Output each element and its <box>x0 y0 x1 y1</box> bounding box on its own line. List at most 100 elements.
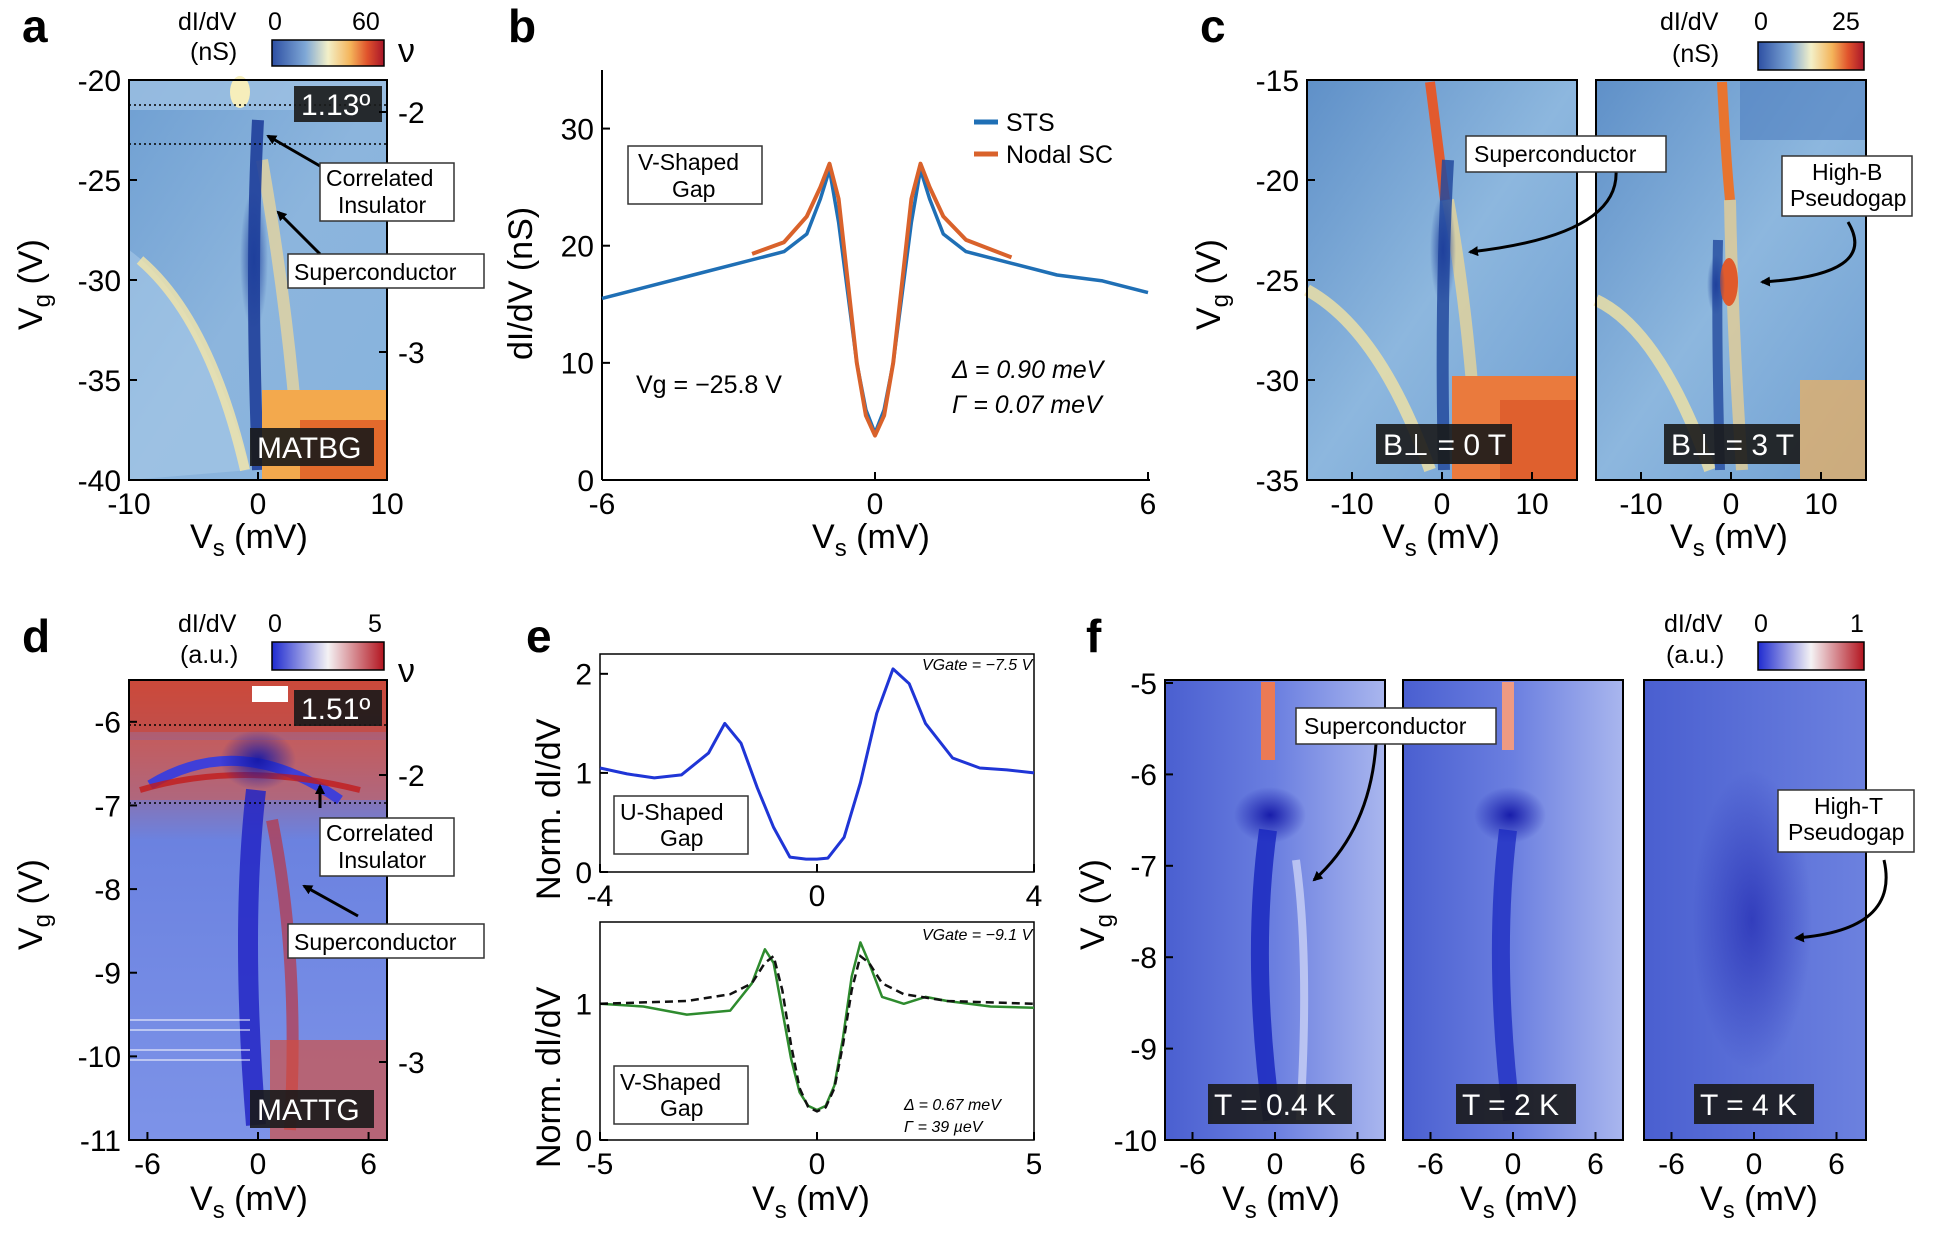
panel-a-x-tick-label: 10 <box>370 488 403 521</box>
panel-e-bottom-yticks: 01 <box>575 989 608 1158</box>
panel-e-delta: Δ = 0.67 meV <box>903 1097 1002 1114</box>
panel-a-y-tick-label: -40 <box>78 465 121 498</box>
panel-f-x-tick-label: 6 <box>1587 1148 1604 1181</box>
panel-a-ci-line2: Insulator <box>338 192 427 218</box>
panel-e-bottom-ylabel: Norm. dI/dV <box>530 986 568 1168</box>
panel-d-label: d <box>22 610 50 662</box>
panel-f-xlabel-4K: Vs (mV) <box>1700 1180 1818 1224</box>
panel-c-yticks: -15 -20 -25 -30 -35 <box>1256 65 1315 498</box>
panel-b-legend: STS Nodal SC <box>974 109 1113 169</box>
panel-a-sc-label: Superconductor <box>294 259 457 285</box>
panel-d-cbar-max: 5 <box>368 610 382 638</box>
panel-f-t1: T = 0.4 K <box>1214 1089 1336 1122</box>
panel-f-sc-label: Superconductor <box>1304 713 1467 739</box>
panel-a: a dI/dV (nS) 0 60 ν 1.13º MATBG <box>12 0 485 562</box>
panel-a-colorbar: dI/dV (nS) 0 60 ν <box>178 8 415 70</box>
panel-e-top-yticks: 0 1 2 <box>575 659 608 890</box>
panel-a-ci-line1: Correlated <box>326 165 433 191</box>
panel-e-top-xticks: -4 0 4 <box>587 864 1043 913</box>
panel-d-sample: MATTG <box>257 1094 360 1127</box>
panel-d-cbar-min: 0 <box>268 610 282 638</box>
panel-e-bottom-frame <box>599 921 1035 1141</box>
panel-e-bottom-fit-curve <box>599 953 1035 1113</box>
panel-d-heatmap <box>128 679 388 1141</box>
panel-b-legend-sts: STS <box>1006 109 1055 137</box>
panel-d-nu-label: ν <box>398 652 415 690</box>
panel-d-nuticks: -2 -3 <box>379 760 425 1080</box>
panel-d-sc-label: Superconductor <box>294 929 457 955</box>
panel-a-y-tick-label: -25 <box>78 165 121 198</box>
panel-e-v-line2: Gap <box>660 1095 703 1121</box>
panel-c: c dI/dV (nS) 0 25 <box>1190 0 1913 562</box>
panel-e-top-y-tick-label: 2 <box>575 659 592 692</box>
panel-f-cbar-title1: dI/dV <box>1664 610 1723 638</box>
panel-e-label: e <box>526 610 552 662</box>
panel-b-xticks: -6 0 6 <box>589 472 1156 521</box>
panel-a-x-tick-label: -10 <box>107 488 150 521</box>
panel-b-delta: Δ = 0.90 meV <box>951 356 1106 384</box>
panel-a-x-tick-label: 0 <box>250 488 267 521</box>
panel-b-y-tick-label: 20 <box>561 231 594 264</box>
panel-d-y-tick-label: -10 <box>78 1041 121 1074</box>
panel-f-x-tick-label: 6 <box>1349 1148 1366 1181</box>
panel-f-y-tick-label: -8 <box>1130 942 1157 975</box>
panel-f-y-tick-label: -7 <box>1130 851 1157 884</box>
panel-d-y-tick-label: -6 <box>94 707 121 740</box>
panel-e-top-y-tick-label: 0 <box>575 857 592 890</box>
panel-c-x-tick-label: 10 <box>1804 488 1837 521</box>
panel-d-angle: 1.51º <box>301 693 370 726</box>
panel-d-cbar-title2: (a.u.) <box>180 641 238 669</box>
panel-c-cbar-min: 0 <box>1754 8 1768 36</box>
panel-f-map-4K <box>1643 679 1867 1141</box>
panel-d: d dI/dV (a.u.) 0 5 ν <box>12 610 485 1224</box>
panel-f-x-tick-label: 0 <box>1267 1148 1284 1181</box>
panel-b-vg: Vg = −25.8 V <box>636 371 782 399</box>
panel-c-y-tick-label: -25 <box>1256 265 1299 298</box>
panel-a-ylabel: Vg (V) <box>12 239 56 330</box>
panel-f-xticks: -6 0 6 -6 0 6 -6 0 6 <box>1179 1132 1845 1181</box>
panel-a-annotation-ci: Correlated Insulator <box>266 134 455 222</box>
panel-a-y-tick-label: -35 <box>78 365 121 398</box>
panel-e-top-x-tick-label: 0 <box>809 880 826 913</box>
panel-c-xticks: -10 0 10 -10 0 10 <box>1330 472 1838 521</box>
panel-f-t3: T = 4 K <box>1700 1089 1797 1122</box>
panel-d-colorbar: dI/dV (a.u.) 0 5 ν <box>178 610 415 690</box>
panel-b-gap-line2: Gap <box>672 176 715 202</box>
panel-a-sample: MATBG <box>257 432 361 465</box>
panel-a-nuticks: -2 -3 <box>379 97 425 370</box>
panel-f-y-tick-label: -5 <box>1130 668 1157 701</box>
panel-b-label: b <box>508 0 536 52</box>
panel-c-b3: B⊥ = 3 T <box>1671 429 1794 462</box>
panel-d-annotation-sc: Superconductor <box>287 884 485 959</box>
panel-c-colorbar: dI/dV (nS) 0 25 <box>1660 8 1865 71</box>
panel-f-x-tick-label: 6 <box>1828 1148 1845 1181</box>
panel-a-nu-label: ν <box>398 32 415 70</box>
panel-f-x-tick-label: -6 <box>1417 1148 1444 1181</box>
panel-e-u-line2: Gap <box>660 825 703 851</box>
panel-a-y-tick-label: -30 <box>78 265 121 298</box>
panel-f-label: f <box>1086 610 1102 662</box>
panel-d-cbar-title1: dI/dV <box>178 610 237 638</box>
panel-d-x-tick-label: 6 <box>360 1148 377 1181</box>
panel-d-ci-line1: Correlated <box>326 820 433 846</box>
panel-e-top-gate: VGate = −7.5 V <box>922 657 1034 674</box>
panel-d-xlabel: Vs (mV) <box>190 1180 308 1224</box>
panel-e-top-x-tick-label: 4 <box>1026 880 1043 913</box>
panel-b-nodal-curve <box>751 161 1013 438</box>
panel-c-pg-line2: Pseudogap <box>1790 185 1906 211</box>
panel-c-xlabel-3T: Vs (mV) <box>1670 518 1788 562</box>
panel-d-xticks: -6 0 6 <box>134 1132 377 1181</box>
panel-b-y-tick-label: 30 <box>561 113 594 146</box>
panel-c-cbar-title1: dI/dV <box>1660 8 1719 36</box>
panel-a-y-tick-label: -20 <box>78 65 121 98</box>
panel-e-u-line1: U-Shaped <box>620 799 724 825</box>
panel-e-top-ylabel: Norm. dI/dV <box>530 718 568 900</box>
panel-e-top-x-tick-label: -4 <box>587 880 614 913</box>
panel-e: e -4 0 4 012 -5 0 5 01 VGate = −7.5 V VGate … <box>526 610 1042 1224</box>
panel-d-nu-tick-label: -2 <box>398 760 425 793</box>
panel-c-b0: B⊥ = 0 T <box>1383 429 1506 462</box>
panel-c-map-3T <box>1593 79 1867 481</box>
panel-c-cbar-title2: (nS) <box>1672 40 1719 68</box>
panel-d-y-tick-label: -9 <box>94 958 121 991</box>
